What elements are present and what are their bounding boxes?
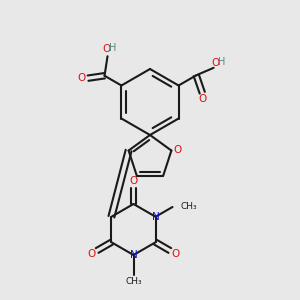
Text: CH₃: CH₃ (181, 202, 197, 211)
Text: O: O (102, 44, 110, 54)
Text: O: O (174, 145, 182, 155)
Text: N: N (130, 250, 137, 260)
Text: O: O (129, 176, 138, 186)
Text: CH₃: CH₃ (125, 277, 142, 286)
Text: N: N (152, 212, 160, 222)
Text: O: O (87, 249, 95, 259)
Text: H: H (109, 43, 117, 53)
Text: H: H (218, 57, 225, 68)
Text: O: O (198, 94, 206, 104)
Text: O: O (77, 73, 86, 83)
Text: O: O (172, 249, 180, 259)
Text: O: O (211, 58, 219, 68)
